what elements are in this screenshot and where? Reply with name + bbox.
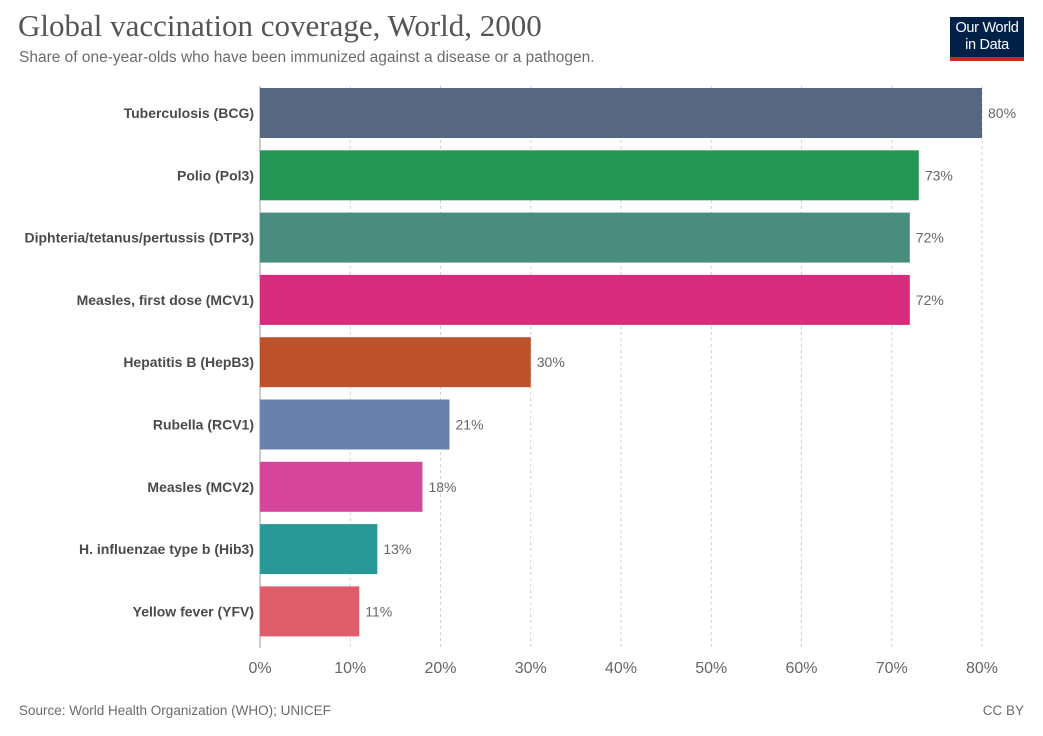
data-label: 73% (925, 167, 953, 183)
category-label: Diphteria/tetanus/pertussis (DTP3) (25, 230, 255, 246)
x-tick-label: 30% (515, 660, 547, 677)
category-label: Hepatitis B (HepB3) (123, 354, 254, 370)
data-label: 72% (916, 230, 944, 246)
category-label: Measles, first dose (MCV1) (77, 292, 254, 308)
category-label: H. influenzae type b (Hib3) (79, 541, 254, 557)
x-tick-label: 40% (605, 660, 637, 677)
data-label: 13% (383, 541, 411, 557)
bar (260, 212, 910, 263)
data-label: 18% (428, 479, 456, 495)
data-label: 72% (916, 292, 944, 308)
x-tick-label: 80% (966, 660, 998, 677)
license-label[interactable]: CC BY (982, 703, 1024, 718)
data-label: 80% (988, 105, 1016, 121)
x-tick-label: 0% (248, 660, 271, 677)
owid-logo[interactable]: Our World in Data (950, 17, 1024, 61)
x-tick-label: 60% (785, 660, 817, 677)
bar (260, 524, 378, 575)
x-tick-label: 70% (876, 660, 908, 677)
bar (260, 399, 450, 450)
logo-line-1: Our World (955, 20, 1019, 36)
chart-subtitle: Share of one-year-olds who have been imm… (19, 49, 595, 66)
source-note[interactable]: Source: World Health Organization (WHO);… (19, 703, 331, 718)
category-label: Rubella (RCV1) (153, 417, 254, 433)
data-label: 30% (537, 354, 565, 370)
data-label: 11% (365, 603, 392, 619)
bar (260, 150, 919, 201)
bar (260, 586, 360, 637)
x-tick-label: 10% (334, 660, 366, 677)
bar (260, 461, 423, 512)
category-label: Tuberculosis (BCG) (124, 105, 254, 121)
bar (260, 337, 531, 388)
category-label: Polio (Pol3) (177, 167, 254, 183)
category-label: Yellow fever (YFV) (133, 603, 254, 619)
bar (260, 274, 910, 325)
x-tick-label: 20% (424, 660, 456, 677)
category-label: Measles (MCV2) (147, 479, 254, 495)
logo-line-2: in Data (965, 37, 1009, 53)
bar (260, 88, 982, 138)
data-label: 21% (456, 417, 484, 433)
x-tick-label: 50% (695, 660, 727, 677)
chart-title: Global vaccination coverage, World, 2000 (18, 8, 542, 43)
